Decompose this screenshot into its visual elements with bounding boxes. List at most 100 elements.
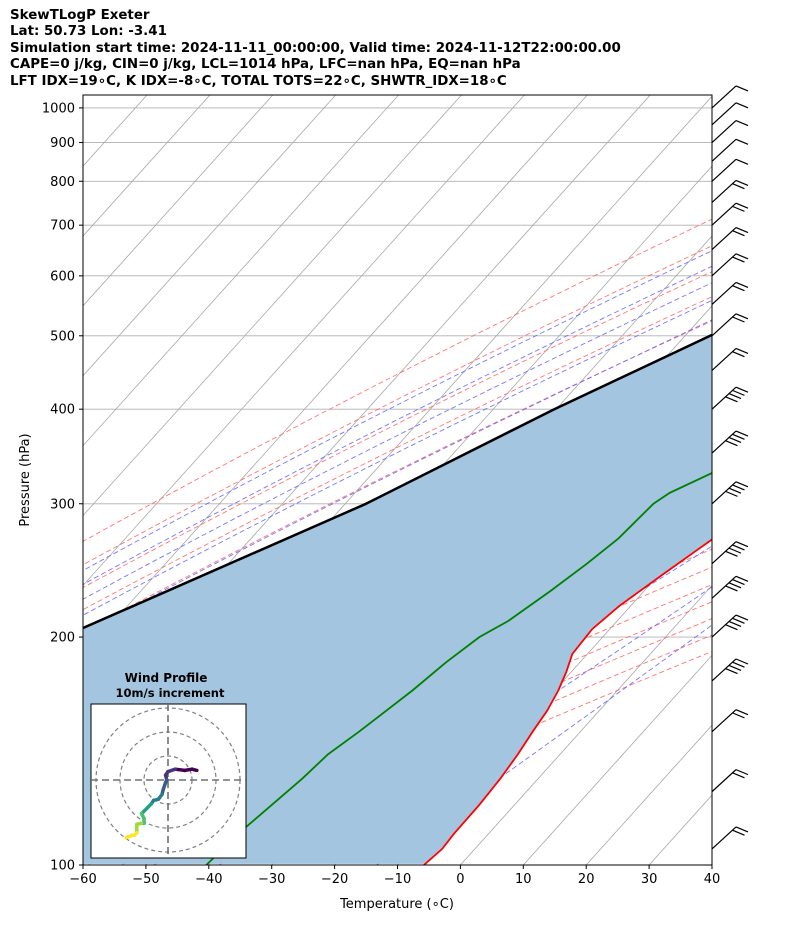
wind-barb-staff	[711, 85, 737, 109]
x-tick-label: 30	[641, 872, 658, 887]
wind-barb-flag	[725, 668, 738, 675]
wind-barb-flag	[735, 138, 749, 145]
time-line: Simulation start time: 2024-11-11_00:00:…	[10, 40, 621, 56]
isotherm-line	[83, 95, 525, 587]
wind-barb-staff	[711, 386, 737, 410]
wind-barb-staff	[711, 541, 737, 565]
y-tick-label: 600	[50, 269, 75, 284]
x-tick-label: −10	[384, 872, 411, 887]
wind-barb	[711, 85, 749, 109]
wind-barb-staff	[711, 180, 737, 203]
wind-barb-staff	[711, 658, 737, 682]
wind-barb	[711, 430, 749, 454]
wind-barb	[711, 386, 749, 410]
isotherm-line	[585, 724, 712, 865]
wind-barb-flag	[725, 550, 738, 557]
x-tick-label: −40	[195, 872, 222, 887]
isotherm-line	[83, 95, 274, 307]
wind-barb-flag	[735, 386, 749, 393]
wind-barb-flag	[732, 183, 745, 190]
wind-barb-flag	[725, 440, 738, 447]
wind-barb-flag	[732, 433, 745, 440]
wind-barb-flag	[735, 769, 749, 776]
wind-barb-staff	[711, 430, 737, 454]
wind-barb-staff	[711, 158, 737, 182]
profiles	[83, 333, 712, 865]
y-tick-label: 200	[50, 631, 75, 646]
moist-adiabat	[144, 545, 712, 865]
hodograph-subtitle: 10m/s increment	[116, 686, 225, 700]
wind-barb	[711, 281, 749, 305]
wind-barb-flag	[728, 582, 742, 589]
wind-barb-flag	[732, 316, 745, 323]
wind-barb-flag	[728, 664, 742, 671]
wind-barb-staff	[711, 253, 737, 277]
wind-barb-staff	[711, 313, 737, 337]
wind-barb-flag	[735, 709, 749, 716]
hodograph-title: Wind Profile	[125, 671, 208, 685]
y-tick-label: 500	[50, 329, 75, 344]
wind-barb-staff	[711, 227, 737, 250]
isotherm-line	[522, 654, 712, 865]
wind-barb-flag	[732, 205, 745, 212]
wind-barb-flag	[725, 624, 738, 631]
dewpoint-profile	[205, 472, 712, 865]
wind-barb-flag	[735, 541, 749, 548]
y-axis-ticks: 100 200 300 400 500 600 700 800 900 1000	[42, 101, 83, 874]
wind-barb-flag	[735, 347, 749, 355]
hodograph-segment	[124, 834, 132, 840]
chart-header: SkewTLogP Exeter Lat: 50.73 Lon: -3.41 S…	[10, 8, 621, 90]
wind-barb	[711, 102, 749, 126]
x-tick-label: −30	[258, 872, 285, 887]
wind-barb-staff	[711, 282, 737, 305]
temperature-profile	[423, 538, 712, 865]
indices-line: LFT IDX=19∘C, K IDX=-8∘C, TOTAL TOTS=22∘…	[10, 73, 507, 89]
wind-barb-flag	[735, 826, 749, 833]
wind-barb-flag	[728, 436, 742, 444]
wind-barb-flag	[735, 102, 749, 109]
wind-barb	[711, 253, 749, 277]
moist-adiabat	[83, 250, 712, 572]
wind-barb	[711, 481, 749, 505]
wind-barb	[711, 614, 749, 638]
x-axis-ticks: −60 −50 −40 −30 −20 −10 0 10 20 30 40	[69, 865, 720, 887]
wind-barb-flag	[735, 158, 749, 165]
wind-barb-flag	[735, 575, 749, 582]
wind-barbs	[711, 85, 749, 850]
wind-barb-flag	[735, 430, 749, 437]
wind-barb-staff	[711, 826, 737, 850]
isotherm-line	[83, 95, 336, 377]
wind-barb	[711, 826, 749, 850]
wind-barb-flag	[732, 617, 745, 624]
y-tick-label: 900	[50, 136, 75, 151]
wind-barb-flag	[728, 487, 742, 494]
wind-barb-flag	[732, 579, 745, 586]
wind-barb	[711, 658, 749, 682]
y-tick-label: 800	[50, 175, 75, 190]
x-tick-label: −20	[321, 872, 348, 887]
wind-barb-flag	[735, 179, 749, 187]
wind-barb-staff	[711, 120, 737, 143]
wind-barb-flag	[732, 712, 745, 719]
wind-barb-staff	[711, 614, 737, 638]
location-line: Lat: 50.73 Lon: -3.41	[10, 24, 167, 40]
dry-adiabat	[83, 296, 712, 611]
wind-barb-flag	[735, 281, 749, 289]
wind-barb-flag	[732, 230, 745, 237]
x-tick-label: −60	[69, 872, 96, 887]
isotherm-line	[459, 584, 712, 865]
wind-barb-flag	[732, 661, 745, 668]
y-tick-label: 1000	[42, 101, 75, 116]
wind-barb-staff	[711, 709, 737, 733]
wind-barb-flag	[732, 256, 745, 263]
mixing-ratio-line	[784, 95, 794, 276]
moist-adiabat	[83, 265, 712, 585]
wind-barb-staff	[711, 202, 737, 226]
wind-barb	[711, 769, 749, 793]
wind-barb	[711, 313, 749, 337]
wind-barb-flag	[725, 396, 738, 403]
y-tick-label: 100	[50, 859, 75, 874]
wind-barb-flag	[732, 389, 745, 396]
wind-barb-flag	[735, 614, 749, 621]
